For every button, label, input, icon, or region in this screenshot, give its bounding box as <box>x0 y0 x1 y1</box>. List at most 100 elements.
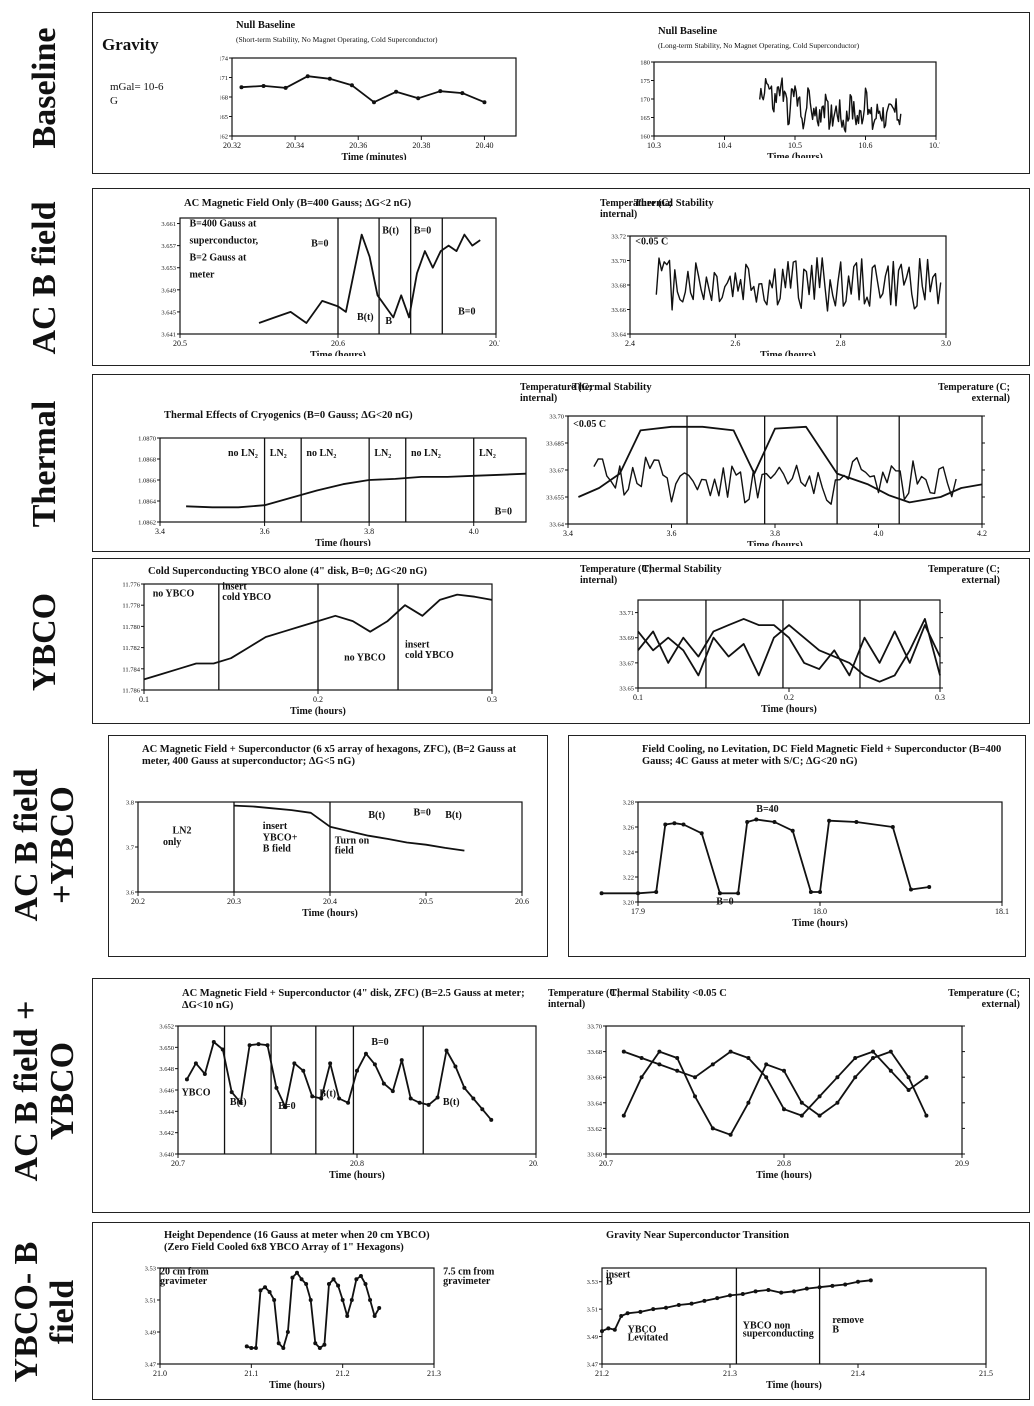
y-tick-label: 11.776 <box>122 582 140 589</box>
chart-svg: 21.2 21.3 21.4 21.5 3.47 3.49 3.51 3.53 Time (ho… <box>587 1267 993 1391</box>
plot-frame <box>629 235 947 335</box>
x-tick-label: 20.4 <box>323 897 337 906</box>
y-tick-label: 3.645 <box>161 309 176 316</box>
data-point <box>345 1314 350 1318</box>
data-point <box>305 74 310 79</box>
y-tick-label: 1.0868 <box>138 457 156 464</box>
x-tick-label: 20.7 <box>171 1159 185 1168</box>
series-line <box>143 593 493 681</box>
x-axis-label: Time (hours) <box>329 1170 385 1181</box>
data-point <box>638 1309 643 1314</box>
y-tick-label: 2.162 <box>220 134 228 141</box>
annotation-label: no LN₂ <box>306 448 336 459</box>
chart-title: Thermal Effects of Cryogenics (B=0 Gauss… <box>164 410 413 421</box>
data-point <box>308 1298 313 1302</box>
annotation-label: B=2 Gauss at <box>189 253 246 264</box>
data-point <box>285 1330 290 1334</box>
data-point <box>799 1113 804 1118</box>
x-tick-label: 18.1 <box>995 907 1009 916</box>
x-axis-label: Time (hours) <box>290 706 346 717</box>
chart-ac-field-disk: AC Magnetic Field + Superconductor (4" d… <box>118 986 538 1200</box>
x-axis-label: Time (hours) <box>310 350 366 356</box>
y-tick-label: 2.175 <box>640 78 650 85</box>
plot-frame <box>159 1267 435 1365</box>
annotation-label: B <box>606 1276 613 1287</box>
x-axis-label: Time (hours) <box>747 540 803 546</box>
data-point <box>717 891 722 896</box>
chart-subtitle: (Short-term Stability, No Magnet Operati… <box>236 35 438 44</box>
data-point <box>808 890 813 894</box>
panel-ybco <box>92 558 1030 724</box>
x-tick-label: 20.36 <box>349 141 367 150</box>
x-tick-label: 20.9 <box>529 1159 538 1168</box>
y-axis-label-right: Temperature (C; external) <box>948 988 1020 1010</box>
data-point <box>853 1056 858 1060</box>
x-axis-label: Time (hours) <box>761 704 817 715</box>
annotation-label: Turn on <box>335 835 370 846</box>
annotation-label: YBCO <box>628 1324 657 1335</box>
data-point <box>274 1085 279 1090</box>
x-tick-label: 4.0 <box>469 527 479 536</box>
x-tick-label: 21.2 <box>336 1369 350 1378</box>
chart-height-dependence: Height Dependence (16 Gauss at meter whe… <box>110 1228 550 1398</box>
data-point <box>621 1113 626 1118</box>
data-point <box>239 85 244 90</box>
y-axis-label: Temperature (C; internal) <box>580 564 652 586</box>
series-line <box>186 1041 492 1121</box>
y-tick-label: 11.784 <box>122 666 140 673</box>
annotation-label: LN₂ <box>270 448 287 459</box>
chart-title: AC Magnetic Field + Superconductor (4" d… <box>182 988 525 1011</box>
y-tick-label: 11.778 <box>122 603 140 610</box>
annotation-label: B(t) <box>357 312 374 323</box>
data-point <box>244 1344 249 1349</box>
data-point <box>782 1107 786 1112</box>
annotation-label: LN₂ <box>374 448 391 459</box>
series-line <box>241 75 485 104</box>
data-point <box>827 818 832 823</box>
data-point <box>790 828 795 833</box>
x-tick-label: 10.7 <box>929 141 940 150</box>
data-point <box>728 1132 733 1137</box>
annotation-label: B(t) <box>319 1088 336 1099</box>
x-tick-label: 3.6 <box>667 529 677 538</box>
annotation-label: 20 cm from <box>160 1266 209 1277</box>
x-tick-label: 20.32 <box>223 141 241 150</box>
x-axis-label: Time (hours) <box>269 1380 325 1391</box>
annotation-label: <0.05 C <box>573 419 606 430</box>
y-tick-label: 3.47 <box>587 1362 599 1369</box>
data-point <box>868 1278 873 1283</box>
chart-thermal-stability-1: Thermal Stability Temperature (C; interna… <box>600 196 980 356</box>
series-line <box>593 456 957 505</box>
data-point <box>612 1327 617 1332</box>
y-tick-label: 3.642 <box>159 1130 174 1137</box>
data-point <box>295 1270 299 1275</box>
data-point <box>372 100 376 105</box>
x-tick-label: 3.8 <box>364 527 374 536</box>
x-tick-label: 20.3 <box>227 897 241 906</box>
panel-ac-b-field <box>92 188 1030 366</box>
y-tick-label: 33.70 <box>549 414 564 421</box>
data-point <box>229 1090 234 1095</box>
data-point <box>782 1068 786 1073</box>
y-tick-label: 3.648 <box>159 1066 174 1073</box>
data-point <box>322 1342 327 1347</box>
plot-frame <box>567 415 983 525</box>
chart-title: Null Baseline <box>236 20 296 31</box>
annotation-label: B field <box>263 844 291 855</box>
y-tick-label: 33.69 <box>619 635 634 642</box>
data-point <box>675 1068 680 1073</box>
data-point <box>835 1075 840 1080</box>
data-point <box>672 821 677 826</box>
annotation-label: B <box>385 316 392 327</box>
data-point <box>906 1088 911 1092</box>
y-tick-label: 11.786 <box>122 688 140 695</box>
data-point <box>728 1049 733 1054</box>
chart-title: Height Dependence (16 Gauss at meter whe… <box>164 1230 430 1253</box>
data-point <box>835 1100 840 1105</box>
annotation-label: no LN₂ <box>228 448 258 459</box>
row-label-baseline: Baseline <box>26 27 63 149</box>
annotation-label: 7.5 cm from <box>443 1266 495 1277</box>
x-tick-label: 20.6 <box>331 339 345 348</box>
annotation-label: no YBCO <box>344 652 386 663</box>
annotation-label: B=0 <box>716 897 733 908</box>
